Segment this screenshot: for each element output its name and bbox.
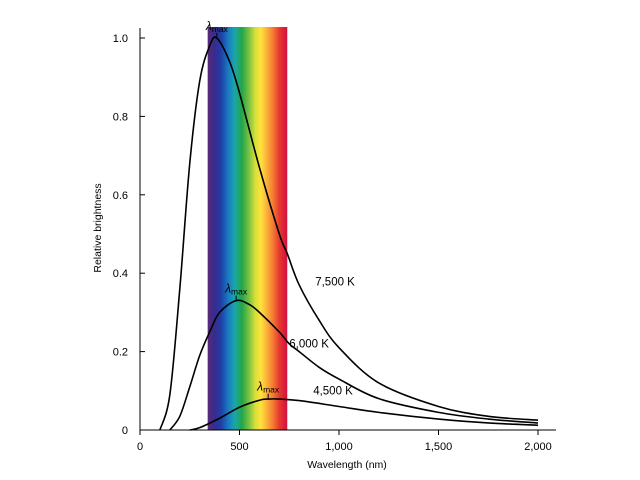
y-axis-title: Relative brightness bbox=[92, 183, 104, 272]
y-tick-label: 0.2 bbox=[113, 347, 128, 359]
y-tick-label: 0.8 bbox=[113, 111, 128, 123]
curves: 7,500 K 6,000 K 4,500 K bbox=[159, 36, 539, 431]
x-tick-label: 0 bbox=[137, 441, 143, 453]
series-label: 6,000 K bbox=[289, 338, 329, 350]
x-tick-label: 2,000 bbox=[524, 441, 552, 453]
series-line-1 bbox=[169, 299, 539, 431]
series-label: 7,500 K bbox=[315, 277, 355, 289]
lambda-max-label: λmax bbox=[205, 19, 229, 34]
y-tick-label: 0 bbox=[122, 425, 128, 437]
peak-markers: λmax λmax λmax bbox=[205, 19, 280, 400]
y-tick-label: 1.0 bbox=[113, 33, 128, 45]
axes: 0 0.2 0.4 0.6 0.8 1.0 0 500 1,000 1,500 2,000 bbox=[113, 28, 556, 453]
lambda-max-label: λmax bbox=[224, 282, 248, 297]
series-line-2 bbox=[189, 398, 539, 431]
y-tick-label: 0.4 bbox=[113, 268, 128, 280]
y-tick-label: 0.6 bbox=[113, 190, 128, 202]
series-line-0 bbox=[159, 36, 539, 431]
x-tick-label: 1,500 bbox=[425, 441, 453, 453]
x-tick-label: 1,000 bbox=[325, 441, 353, 453]
series-label: 4,500 K bbox=[313, 386, 353, 398]
visible-spectrum-band bbox=[207, 27, 288, 430]
x-tick-label: 500 bbox=[230, 441, 248, 453]
x-axis-title: Wavelength (nm) bbox=[307, 459, 387, 471]
lambda-max-label: λmax bbox=[256, 380, 280, 395]
